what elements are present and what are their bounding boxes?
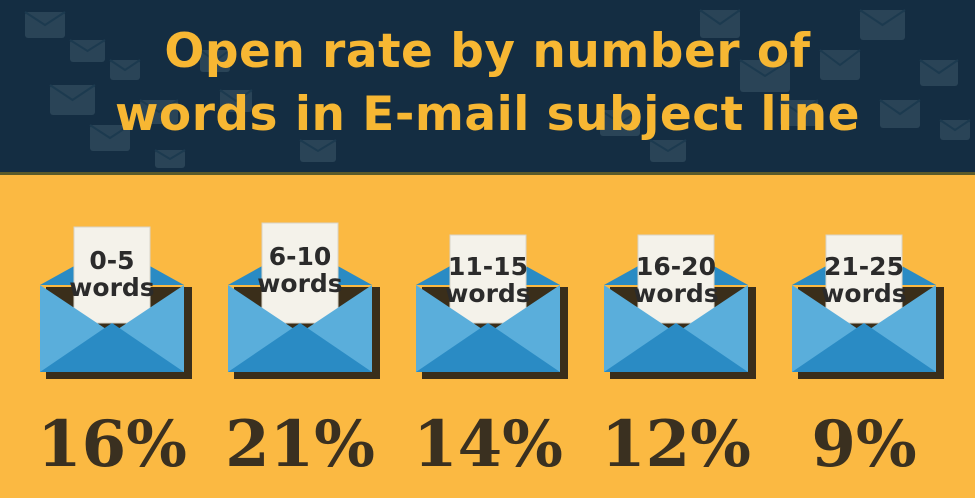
title-line-2: words in E-mail subject line (114, 87, 860, 142)
word-unit: words (69, 273, 155, 302)
open-rate-value: 16% (37, 407, 187, 482)
chart-title: Open rate by number of words in E-mail s… (0, 20, 975, 146)
envelope-icon (40, 226, 192, 379)
word-unit: words (257, 269, 343, 298)
letter-paper (449, 234, 527, 324)
word-range: 21-25 (824, 252, 904, 281)
envelope-pattern-background (24, 9, 971, 168)
open-rate-item: 11-15 words 14% (408, 215, 568, 495)
open-rate-item: 21-25 words 9% (784, 215, 944, 495)
open-rate-item: 16-20 words 12% (596, 215, 756, 495)
word-range-label: 16-20 words (596, 253, 756, 307)
word-unit: words (633, 279, 719, 308)
open-rate-value: 12% (601, 407, 751, 482)
letter-paper (637, 234, 715, 324)
open-rate-value: 9% (811, 407, 917, 482)
word-range: 16-20 (636, 252, 716, 281)
word-range: 0-5 (89, 246, 135, 275)
letter-paper (261, 222, 339, 324)
word-unit: words (821, 279, 907, 308)
word-range-label: 21-25 words (784, 253, 944, 307)
open-rate-value: 14% (413, 407, 563, 482)
letter-paper (73, 226, 151, 324)
envelope-icon (228, 222, 380, 379)
envelope-icon (416, 234, 568, 379)
word-range-label: 11-15 words (408, 253, 568, 307)
header-divider (0, 172, 975, 175)
letter-paper (825, 234, 903, 324)
envelope-icon (604, 234, 756, 379)
word-unit: words (445, 279, 531, 308)
header-banner: Open rate by number of words in E-mail s… (0, 0, 975, 172)
title-line-1: Open rate by number of (164, 24, 811, 79)
word-range: 11-15 (448, 252, 528, 281)
envelope-icon (792, 234, 944, 379)
word-range-label: 0-5 words (32, 247, 192, 301)
word-range: 6-10 (268, 242, 332, 271)
open-rate-item: 0-5 words 16% (32, 215, 192, 495)
word-range-label: 6-10 words (220, 243, 380, 297)
open-rate-value: 21% (225, 407, 375, 482)
open-rate-item: 6-10 words 21% (220, 215, 380, 495)
